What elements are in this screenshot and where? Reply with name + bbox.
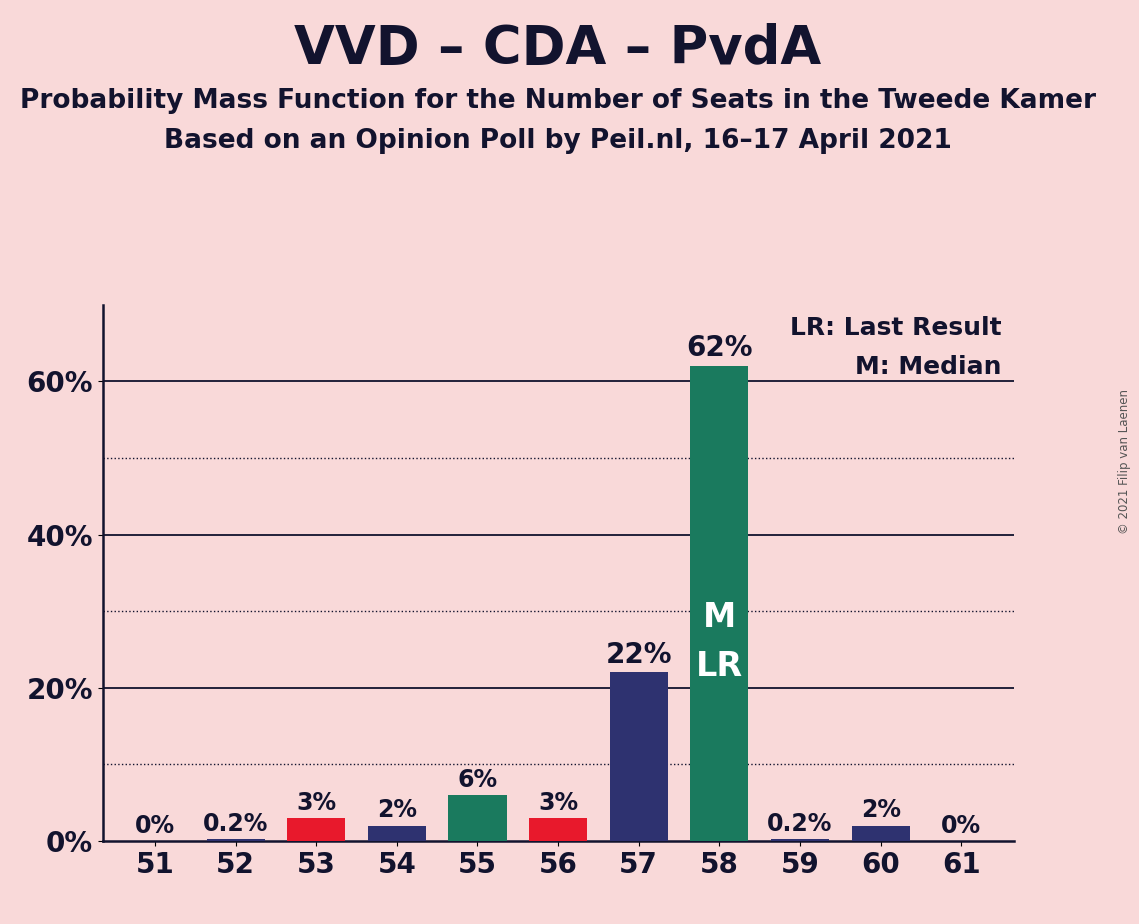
Text: 0%: 0% xyxy=(134,814,175,838)
Text: M
LR: M LR xyxy=(696,601,743,683)
Bar xyxy=(206,839,264,841)
Text: Probability Mass Function for the Number of Seats in the Tweede Kamer: Probability Mass Function for the Number… xyxy=(21,88,1096,114)
Bar xyxy=(449,795,507,841)
Bar xyxy=(690,366,748,841)
Text: 22%: 22% xyxy=(606,640,672,669)
Text: 3%: 3% xyxy=(538,791,579,815)
Text: M: Median: M: Median xyxy=(855,355,1001,379)
Text: 0.2%: 0.2% xyxy=(768,812,833,836)
Text: 0.2%: 0.2% xyxy=(203,812,269,836)
Bar xyxy=(852,825,910,841)
Text: VVD – CDA – PvdA: VVD – CDA – PvdA xyxy=(295,23,821,75)
Text: 62%: 62% xyxy=(686,334,753,362)
Text: LR: Last Result: LR: Last Result xyxy=(790,316,1001,340)
Bar xyxy=(287,818,345,841)
Text: 6%: 6% xyxy=(458,768,498,792)
Text: 2%: 2% xyxy=(377,798,417,822)
Text: 2%: 2% xyxy=(861,798,901,822)
Text: 3%: 3% xyxy=(296,791,336,815)
Bar xyxy=(609,673,667,841)
Bar xyxy=(771,839,829,841)
Bar xyxy=(368,825,426,841)
Text: 0%: 0% xyxy=(941,814,982,838)
Bar xyxy=(530,818,587,841)
Text: Based on an Opinion Poll by Peil.nl, 16–17 April 2021: Based on an Opinion Poll by Peil.nl, 16–… xyxy=(164,128,952,153)
Text: © 2021 Filip van Laenen: © 2021 Filip van Laenen xyxy=(1118,390,1131,534)
